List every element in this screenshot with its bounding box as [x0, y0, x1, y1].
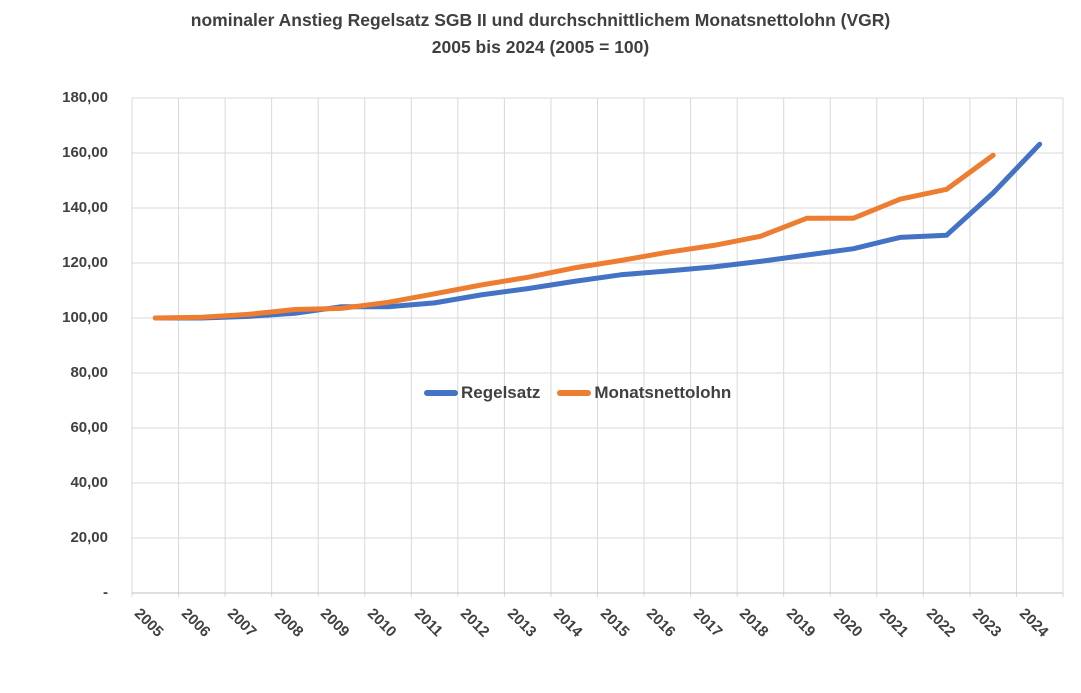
y-axis-label: 180,00: [62, 89, 108, 106]
legend-item-monatsnettolohn: Monatsnettolohn: [557, 383, 731, 403]
series-line-monatsnettolohn: [152, 152, 996, 321]
y-axis-label: -: [103, 584, 108, 601]
legend-line-swatch-regelsatz: [424, 390, 458, 396]
y-axis-label: 60,00: [70, 419, 108, 436]
legend: Regelsatz Monatsnettolohn: [424, 383, 731, 403]
series-line-regelsatz: [152, 141, 1043, 321]
legend-label-monatsnettolohn: Monatsnettolohn: [594, 383, 732, 402]
y-axis-label: 40,00: [70, 474, 108, 491]
y-axis-label: 140,00: [62, 199, 108, 216]
y-axis-label: 160,00: [62, 144, 108, 161]
y-axis-label: 20,00: [70, 529, 108, 546]
y-axis-label: 100,00: [62, 309, 108, 326]
legend-item-regelsatz: Regelsatz: [424, 383, 540, 403]
chart-title-line1: nominaler Anstieg Regelsatz SGB II und d…: [190, 10, 891, 30]
chart-title: nominaler Anstieg Regelsatz SGB II und d…: [0, 7, 1081, 61]
chart-title-line2: 2005 bis 2024 (2005 = 100): [431, 37, 650, 57]
y-axis-label: 80,00: [70, 364, 108, 381]
legend-label-regelsatz: Regelsatz: [461, 383, 541, 402]
y-axis-label: 120,00: [62, 254, 108, 271]
legend-line-swatch-monatsnettolohn: [557, 390, 592, 396]
